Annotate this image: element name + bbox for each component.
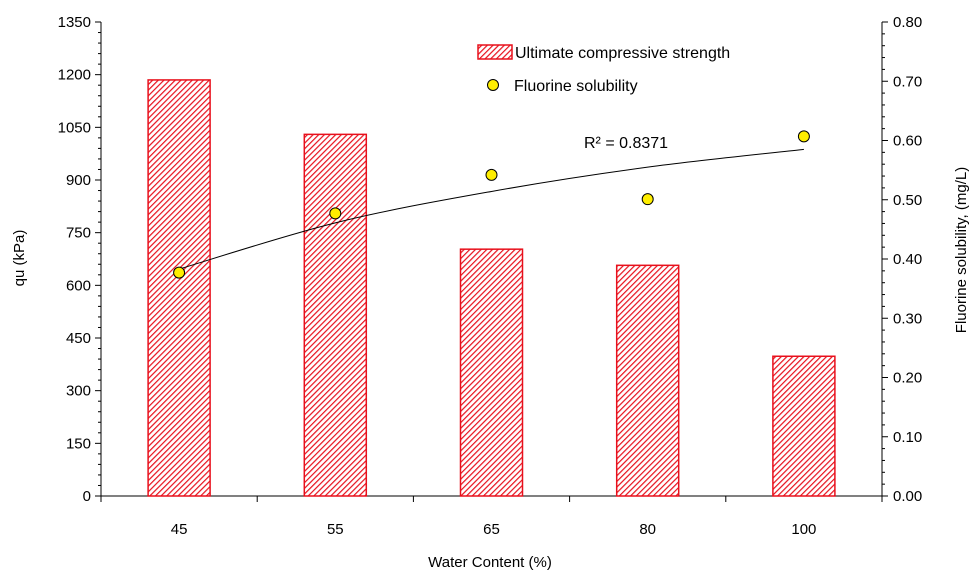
y-tick-label: 150 <box>66 435 91 452</box>
y2-tick-label: 0.40 <box>893 251 922 268</box>
y2-tick-label: 0.80 <box>893 14 922 31</box>
y-axis-left-title: qu (kPa) <box>11 230 28 287</box>
y2-tick-label: 0.60 <box>893 133 922 150</box>
legend: Ultimate compressive strength Fluorine s… <box>477 44 730 95</box>
x-axis-title: Water Content (%) <box>428 554 552 571</box>
y-tick-label: 1200 <box>58 67 91 84</box>
y2-tick-label: 0.00 <box>893 488 922 505</box>
y-axis-right: 0.00 0.10 0.20 0.30 0.40 0.50 0.60 0.70 0.80 <box>882 14 922 505</box>
y-axis-right-title: Fluorine solubility, (mg/L) <box>953 167 970 333</box>
x-axis: 45 55 65 80 100 <box>100 496 883 538</box>
y-tick-label: 1350 <box>58 14 91 31</box>
data-point <box>485 168 498 181</box>
trendline <box>178 148 804 270</box>
x-tick-label: 100 <box>791 521 816 538</box>
legend-point-swatch <box>487 79 499 91</box>
bar-series <box>147 79 836 497</box>
x-tick-label: 45 <box>171 521 188 538</box>
y2-tick-label: 0.70 <box>893 73 922 90</box>
trendline-label: R² = 0.8371 <box>584 135 668 152</box>
bar <box>303 133 368 497</box>
legend-bar-swatch <box>477 44 513 60</box>
legend-point-label: Fluorine solubility <box>514 78 638 95</box>
y2-tick-label: 0.20 <box>893 370 922 387</box>
data-point <box>641 193 654 206</box>
y-tick-label: 900 <box>66 172 91 189</box>
bar <box>459 248 524 497</box>
data-point <box>797 130 810 143</box>
x-tick-label: 55 <box>327 521 344 538</box>
x-tick-label: 65 <box>483 521 500 538</box>
y-tick-label: 300 <box>66 383 91 400</box>
y-tick-label: 600 <box>66 277 91 294</box>
scatter-series <box>173 130 810 279</box>
y-tick-label: 0 <box>83 488 91 505</box>
bar <box>615 264 680 497</box>
legend-bar-label: Ultimate compressive strength <box>515 45 730 62</box>
trendline-curve <box>178 148 804 270</box>
data-point <box>329 207 342 220</box>
y-tick-label: 450 <box>66 330 91 347</box>
data-point <box>173 266 186 279</box>
x-tick-label: 80 <box>639 521 656 538</box>
bar <box>772 355 836 497</box>
y2-tick-label: 0.50 <box>893 192 922 209</box>
y2-tick-label: 0.10 <box>893 429 922 446</box>
y2-tick-label: 0.30 <box>893 310 922 327</box>
y-tick-label: 1050 <box>58 119 91 136</box>
y-axis-left: 0 150 300 450 600 750 900 1050 1200 1350 <box>58 14 101 505</box>
y-tick-label: 750 <box>66 225 91 242</box>
bar <box>147 79 211 497</box>
